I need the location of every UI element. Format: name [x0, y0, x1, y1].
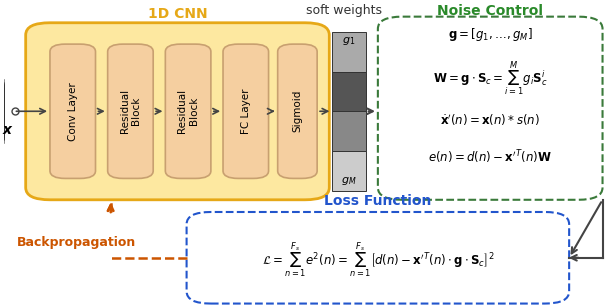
Bar — [332, 111, 366, 151]
FancyBboxPatch shape — [378, 17, 603, 200]
Text: 1D CNN: 1D CNN — [148, 6, 207, 21]
FancyBboxPatch shape — [278, 44, 317, 178]
FancyBboxPatch shape — [26, 23, 329, 200]
Text: Residual
Block: Residual Block — [120, 89, 142, 133]
FancyBboxPatch shape — [50, 44, 96, 178]
Text: Loss Function: Loss Function — [324, 194, 431, 208]
Text: $\dot{\mathbf{x}}'(n) = \mathbf{x}(n)*s(n)$: $\dot{\mathbf{x}}'(n) = \mathbf{x}(n)*s(… — [440, 113, 540, 128]
FancyBboxPatch shape — [223, 44, 268, 178]
Text: $\mathcal{L} = \sum_{n=1}^{F_s} e^2(n) = \sum_{n=1}^{F_s}\left[d(n) - \mathbf{x}: $\mathcal{L} = \sum_{n=1}^{F_s} e^2(n) =… — [262, 240, 494, 279]
Bar — [332, 32, 366, 71]
Text: $\mathbf{W} = \mathbf{g}\cdot\mathbf{S}_c = \sum_{i=1}^{M} g_i\mathbf{S}_c^i$: $\mathbf{W} = \mathbf{g}\cdot\mathbf{S}_… — [433, 60, 548, 98]
Text: Noise Control: Noise Control — [437, 4, 543, 18]
Text: Conv Layer: Conv Layer — [68, 82, 77, 141]
Text: soft weights: soft weights — [306, 4, 382, 17]
FancyBboxPatch shape — [165, 44, 211, 178]
Text: Backpropagation: Backpropagation — [16, 236, 136, 249]
Text: Residual
Block: Residual Block — [178, 89, 199, 133]
Text: Sigmoid: Sigmoid — [292, 90, 303, 132]
Bar — [332, 71, 366, 111]
Text: x: x — [3, 123, 12, 136]
FancyBboxPatch shape — [187, 212, 569, 304]
Text: $e(n) = d(n) - \mathbf{x}'^T(n)\mathbf{W}$: $e(n) = d(n) - \mathbf{x}'^T(n)\mathbf{W… — [428, 148, 552, 166]
Text: $\mathbf{g} = [g_1,\ldots,g_M]$: $\mathbf{g} = [g_1,\ldots,g_M]$ — [448, 26, 533, 43]
Text: $g_M$: $g_M$ — [341, 176, 357, 188]
Text: FC Layer: FC Layer — [241, 88, 251, 134]
Bar — [332, 151, 366, 191]
Text: $g_1$: $g_1$ — [342, 35, 356, 47]
FancyBboxPatch shape — [107, 44, 153, 178]
